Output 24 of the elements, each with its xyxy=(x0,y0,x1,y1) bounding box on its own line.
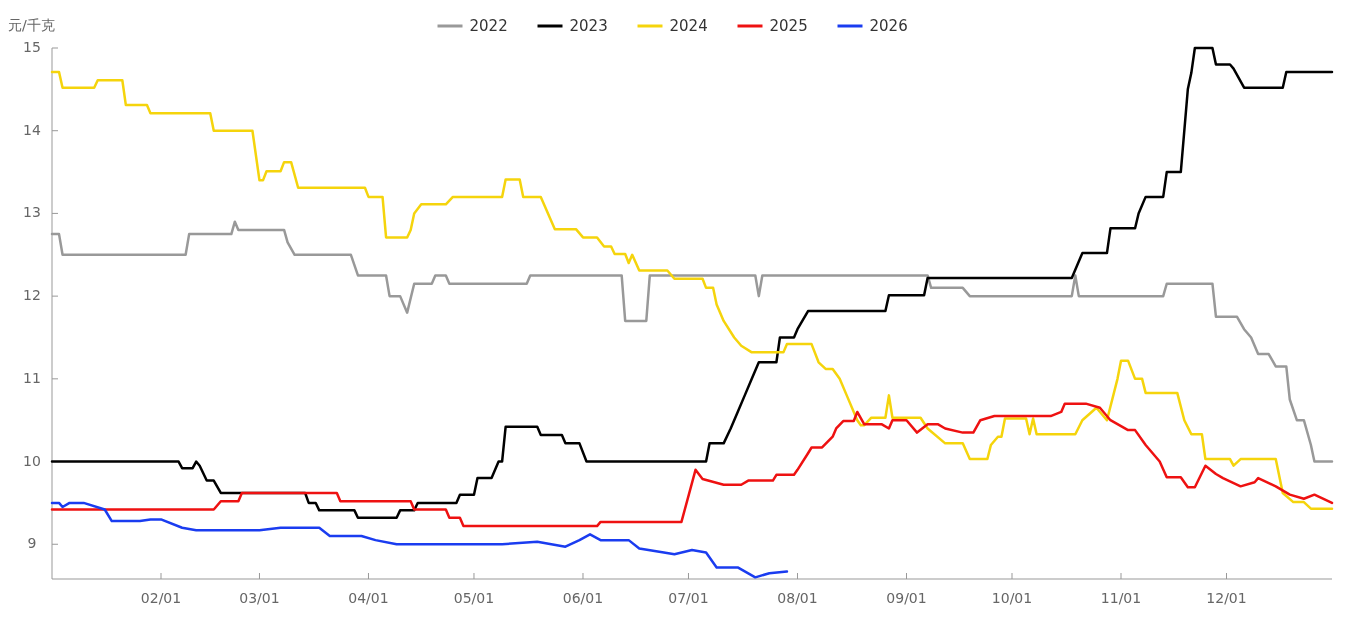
y-tick-label: 14 xyxy=(23,121,41,138)
y-tick-label: 9 xyxy=(27,535,37,552)
x-tick-label: 10/01 xyxy=(991,590,1033,606)
x-tick-label: 12/01 xyxy=(1206,590,1247,606)
x-tick-label: 09/01 xyxy=(886,590,927,606)
y-axis-title: 元/千克 xyxy=(8,17,55,33)
y-tick-label: 15 xyxy=(23,39,41,55)
x-tick-label: 02/01 xyxy=(140,590,182,606)
legend-label: 2025 xyxy=(769,16,808,35)
y-tick-label: 12 xyxy=(23,287,41,304)
y-tick-label: 10 xyxy=(23,452,41,469)
x-tick-label: 07/01 xyxy=(668,590,709,606)
x-tick-label: 03/01 xyxy=(239,590,280,606)
x-tick-label: 04/01 xyxy=(348,590,389,606)
legend-label: 2022 xyxy=(469,16,508,35)
legend-label: 2026 xyxy=(869,16,908,35)
x-tick-label: 11/01 xyxy=(1100,590,1142,606)
x-tick-label: 08/01 xyxy=(777,590,818,606)
x-tick-label: 06/01 xyxy=(562,590,604,606)
y-tick-label: 13 xyxy=(23,204,41,221)
y-tick-label: 11 xyxy=(23,369,41,386)
x-tick-label: 05/01 xyxy=(453,590,495,606)
legend-label: 2024 xyxy=(669,16,708,35)
legend-label: 2023 xyxy=(569,16,608,35)
